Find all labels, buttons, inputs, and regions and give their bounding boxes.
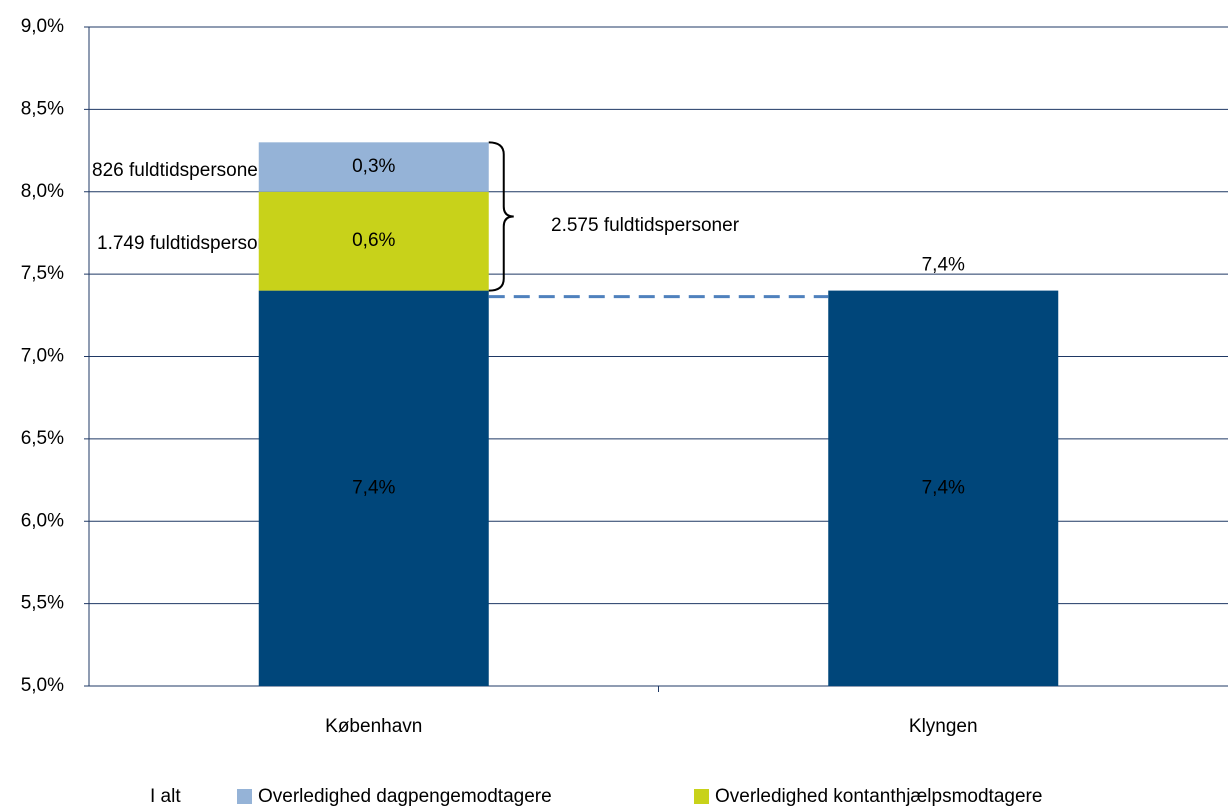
legend-swatch xyxy=(694,789,709,804)
bar-segment xyxy=(258,290,489,686)
x-tick-label: København xyxy=(325,716,422,737)
y-tick-label: 8,5% xyxy=(21,98,64,119)
x-tick-label: Klyngen xyxy=(909,716,978,737)
legend-swatch xyxy=(237,789,252,804)
annotation: 2.575 fuldtidspersoner xyxy=(551,215,740,236)
legend-label: I alt xyxy=(150,786,181,807)
y-tick-label: 6,0% xyxy=(21,510,64,531)
legend-label: Overledighed kontanthjælpsmodtagere xyxy=(715,786,1042,807)
annotation: 1.749 fuldtidspersoner xyxy=(97,233,286,254)
y-tick-label: 6,5% xyxy=(21,428,64,449)
y-tick-label: 5,5% xyxy=(21,593,64,614)
bar-segment xyxy=(258,142,489,192)
y-tick-label: 8,0% xyxy=(21,181,64,202)
y-tick-label: 5,0% xyxy=(21,675,64,696)
value-label: 0,6% xyxy=(352,230,395,251)
y-tick-label: 7,0% xyxy=(21,346,64,367)
legend-label: Overledighed dagpengemodtagere xyxy=(258,786,552,807)
total-label: 7,4% xyxy=(922,255,965,276)
y-tick-label: 7,5% xyxy=(21,263,64,284)
bar-segment xyxy=(258,191,489,291)
bar-segment xyxy=(828,290,1059,686)
brace xyxy=(488,141,514,292)
annotation: 826 fuldtidspersoner xyxy=(92,160,265,181)
y-tick-label: 9,0% xyxy=(21,16,64,37)
value-label: 7,4% xyxy=(922,477,965,498)
value-label: 7,4% xyxy=(352,477,395,498)
value-label: 0,3% xyxy=(352,156,395,177)
